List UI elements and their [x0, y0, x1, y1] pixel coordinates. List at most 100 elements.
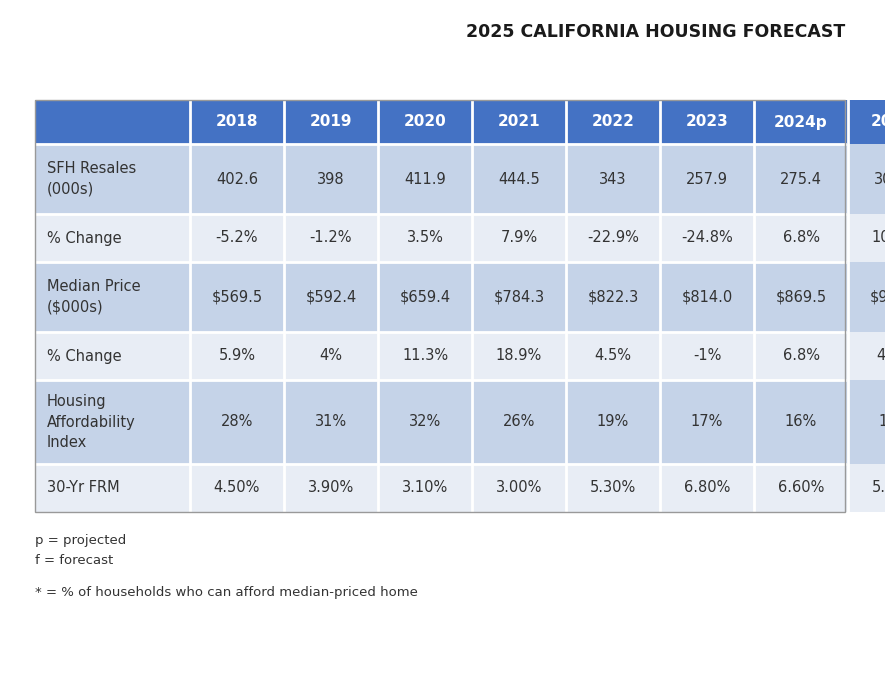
- Text: 2021: 2021: [497, 114, 541, 129]
- Text: 17%: 17%: [691, 414, 723, 429]
- Bar: [378, 100, 472, 144]
- Text: 2025 CALIFORNIA HOUSING FORECAST: 2025 CALIFORNIA HOUSING FORECAST: [466, 23, 845, 41]
- Bar: [190, 214, 284, 262]
- Bar: [848, 332, 885, 380]
- Bar: [35, 332, 190, 380]
- Text: 16%: 16%: [785, 414, 817, 429]
- Bar: [190, 464, 284, 512]
- Bar: [848, 100, 885, 144]
- Text: -24.8%: -24.8%: [681, 230, 733, 246]
- Bar: [848, 262, 885, 332]
- Text: 11.3%: 11.3%: [402, 349, 448, 363]
- Bar: [35, 262, 190, 332]
- Bar: [566, 262, 660, 332]
- Bar: [660, 100, 754, 144]
- Text: -1.2%: -1.2%: [310, 230, 352, 246]
- Bar: [754, 262, 848, 332]
- Bar: [754, 464, 848, 512]
- Text: $659.4: $659.4: [399, 290, 450, 305]
- Bar: [754, 380, 848, 464]
- Text: Median Price
($000s): Median Price ($000s): [47, 279, 141, 314]
- Bar: [35, 144, 190, 214]
- Bar: [35, 464, 190, 512]
- Text: 31%: 31%: [315, 414, 347, 429]
- Text: 10.5%: 10.5%: [872, 230, 885, 246]
- Bar: [660, 214, 754, 262]
- Text: 6.8%: 6.8%: [782, 349, 820, 363]
- Text: * = % of households who can afford median-priced home: * = % of households who can afford media…: [35, 586, 418, 599]
- Text: $822.3: $822.3: [588, 290, 639, 305]
- Text: p = projected: p = projected: [35, 534, 127, 547]
- Text: -1%: -1%: [693, 349, 721, 363]
- Bar: [472, 144, 566, 214]
- Text: 3.90%: 3.90%: [308, 480, 354, 495]
- Text: 2018: 2018: [216, 114, 258, 129]
- Bar: [378, 262, 472, 332]
- Bar: [472, 332, 566, 380]
- Bar: [35, 380, 190, 464]
- Bar: [284, 214, 378, 262]
- Text: 26%: 26%: [503, 414, 535, 429]
- Text: 6.60%: 6.60%: [778, 480, 824, 495]
- Text: 2022: 2022: [591, 114, 635, 129]
- Text: 2019: 2019: [310, 114, 352, 129]
- Bar: [754, 214, 848, 262]
- Text: 343: 343: [599, 171, 627, 186]
- Bar: [848, 380, 885, 464]
- Text: $814.0: $814.0: [681, 290, 733, 305]
- Text: -22.9%: -22.9%: [587, 230, 639, 246]
- Text: 6.8%: 6.8%: [782, 230, 820, 246]
- Bar: [660, 262, 754, 332]
- Text: 30-Yr FRM: 30-Yr FRM: [47, 480, 119, 495]
- Text: % Change: % Change: [47, 349, 121, 363]
- Bar: [566, 380, 660, 464]
- Text: 28%: 28%: [221, 414, 253, 429]
- Bar: [378, 214, 472, 262]
- Bar: [754, 144, 848, 214]
- Bar: [190, 380, 284, 464]
- Text: 5.90%: 5.90%: [872, 480, 885, 495]
- Text: 3.00%: 3.00%: [496, 480, 543, 495]
- Text: 7.9%: 7.9%: [500, 230, 537, 246]
- Text: 6.80%: 6.80%: [684, 480, 730, 495]
- Bar: [848, 464, 885, 512]
- Bar: [566, 100, 660, 144]
- Text: 19%: 19%: [596, 414, 629, 429]
- Text: 2025f: 2025f: [870, 114, 885, 129]
- Text: 304.4: 304.4: [874, 171, 885, 186]
- Text: 2024p: 2024p: [774, 114, 827, 129]
- Bar: [378, 332, 472, 380]
- Text: Housing
Affordability
Index: Housing Affordability Index: [47, 394, 135, 450]
- Bar: [190, 144, 284, 214]
- Bar: [378, 464, 472, 512]
- Bar: [472, 100, 566, 144]
- Text: 5.30%: 5.30%: [590, 480, 636, 495]
- Text: SFH Resales
(000s): SFH Resales (000s): [47, 161, 136, 197]
- Text: 402.6: 402.6: [216, 171, 258, 186]
- Text: 32%: 32%: [409, 414, 441, 429]
- Bar: [284, 332, 378, 380]
- Bar: [660, 332, 754, 380]
- Text: 16%: 16%: [879, 414, 885, 429]
- Bar: [660, 464, 754, 512]
- Text: $909.4: $909.4: [869, 290, 885, 305]
- Bar: [754, 100, 848, 144]
- Text: -5.2%: -5.2%: [216, 230, 258, 246]
- Text: $869.5: $869.5: [775, 290, 827, 305]
- Text: 2020: 2020: [404, 114, 446, 129]
- Bar: [284, 144, 378, 214]
- Text: 4.6%: 4.6%: [876, 349, 885, 363]
- Bar: [378, 380, 472, 464]
- Text: 2023: 2023: [686, 114, 728, 129]
- Text: 257.9: 257.9: [686, 171, 728, 186]
- Text: $569.5: $569.5: [212, 290, 263, 305]
- Bar: [848, 144, 885, 214]
- Bar: [472, 262, 566, 332]
- Bar: [566, 332, 660, 380]
- Bar: [190, 262, 284, 332]
- Text: 275.4: 275.4: [780, 171, 822, 186]
- Bar: [35, 100, 190, 144]
- Bar: [566, 214, 660, 262]
- Bar: [284, 380, 378, 464]
- Text: f = forecast: f = forecast: [35, 554, 113, 567]
